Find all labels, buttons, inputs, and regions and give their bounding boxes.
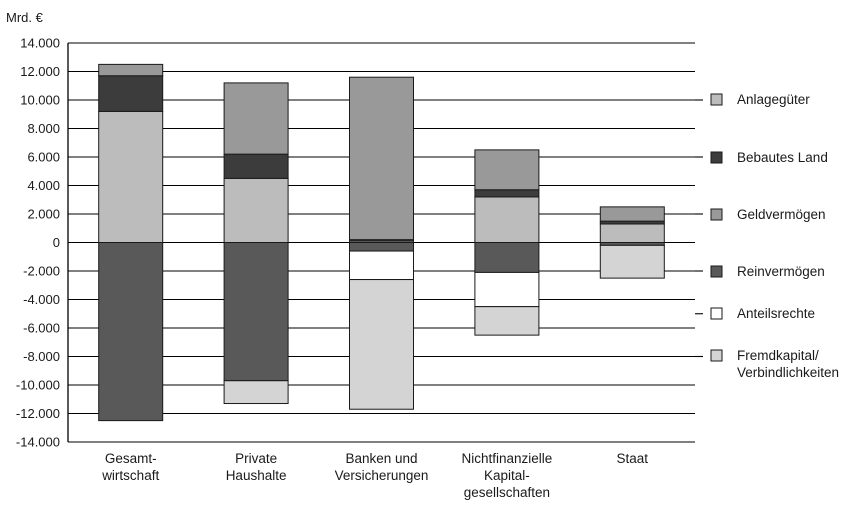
y-tick-label: -14.000 [16,435,60,450]
x-category-label: Banken und Versicherungen [335,451,429,483]
bar-segment [98,242,164,422]
bar-segment [223,380,289,405]
y-tick-label: 6.000 [27,150,60,165]
legend-swatch [710,265,723,278]
y-tick-label: -12.000 [16,406,60,421]
bar-segment [223,153,289,179]
y-tick-label: -4.000 [23,292,60,307]
legend: Anlagegüter Bebautes Land Geldvermögen Rein… [695,92,839,380]
bar-segment [599,206,665,222]
bar-segment [349,242,414,252]
legend-label: Reinvermögen [737,264,825,279]
y-tick-label: -6.000 [23,321,60,336]
bar-segment [474,306,540,336]
bar-segment [349,250,414,281]
legend-swatch [710,93,723,106]
legend-swatch [710,349,723,362]
bar-segment [599,244,665,279]
x-category-label: Gesamt-wirtschaft [101,451,159,483]
bar-segment [474,242,540,273]
legend-label: Geldvermögen [737,207,826,222]
y-tick-label: -8.000 [23,349,60,364]
y-tick-label: 14.000 [20,36,60,51]
legend-swatch [710,307,723,320]
bar-segments [98,63,665,422]
bar-segment [223,177,289,243]
legend-swatch [710,208,723,221]
y-axis-unit-label: Mrd. € [6,10,44,25]
bar-segment [349,279,414,410]
bar-segment [98,110,164,244]
bar-segment [223,242,289,382]
legend-label: Fremdkapital/Verbindlichkeiten [737,348,839,380]
y-tick-label: 4.000 [27,178,60,193]
bar-segment [599,223,665,244]
bar-segment [474,189,540,198]
x-category-label: Nichtfinanzielle Kapital-gesellschaften [462,451,553,500]
y-tick-label: 0 [53,235,60,250]
y-tick-label: -2.000 [23,264,60,279]
bar-segment [223,82,289,155]
legend-swatch [710,151,723,164]
legend-label: Anteilsrechte [737,306,815,321]
legend-label: Bebautes Land [737,150,828,165]
x-category-label: Private Haushalte [226,451,287,483]
bar-segment [98,75,164,112]
x-category-label: Staat [617,451,649,466]
y-tick-label: 2.000 [27,207,60,222]
x-axis-category-labels: Gesamt-wirtschaft Private Haushalte Banken … [101,451,648,500]
bar-segment [98,63,164,77]
y-axis-tick-labels: 14.000 12.000 10.000 8.000 6.000 4.000 2.000 0 -… [16,36,60,450]
bar-segment [349,76,414,241]
bar-segment [474,149,540,191]
y-tick-label: 12.000 [20,64,60,79]
bar-segment [474,196,540,243]
y-tick-label: 8.000 [27,121,60,136]
legend-label: Anlagegüter [737,92,810,107]
y-tick-label: 10.000 [20,93,60,108]
y-tick-label: -10.000 [16,378,60,393]
bar-segment [474,271,540,308]
